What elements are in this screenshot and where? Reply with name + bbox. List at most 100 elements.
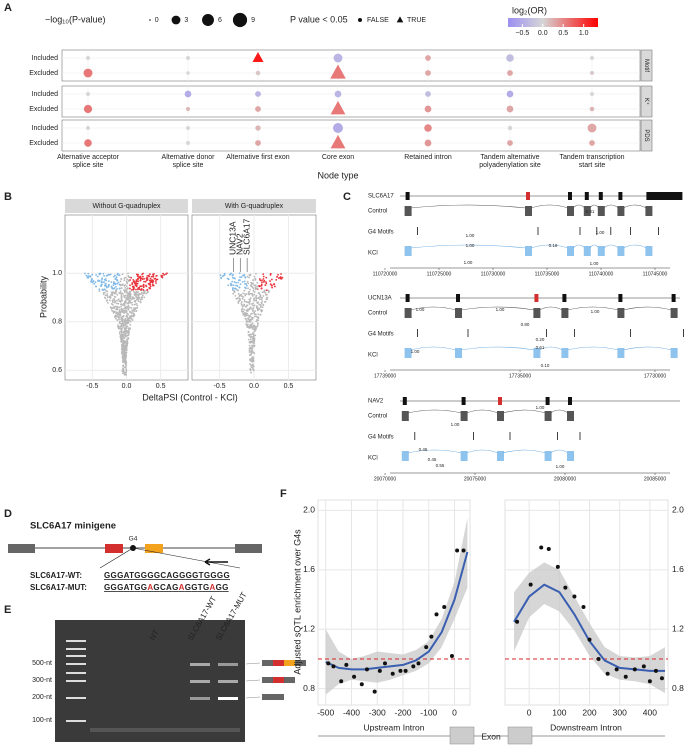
cloud-point bbox=[261, 279, 263, 282]
cloud-point bbox=[254, 286, 257, 289]
point bbox=[425, 91, 431, 97]
cloud-point bbox=[103, 278, 106, 281]
point-cloud bbox=[219, 272, 284, 374]
junction-label: 1.00 bbox=[591, 309, 600, 314]
facet-panel bbox=[61, 85, 641, 118]
ladder-label: 300-nt bbox=[32, 677, 52, 684]
coverage-kcl bbox=[455, 348, 462, 358]
point bbox=[411, 664, 416, 669]
junction-arc bbox=[567, 346, 619, 351]
cloud-point bbox=[249, 274, 252, 277]
cloud-point bbox=[152, 273, 155, 275]
point bbox=[647, 679, 652, 684]
coverage-kcl bbox=[404, 348, 412, 358]
x-tick-label: 0.0 bbox=[249, 383, 259, 390]
junction-label: 1.00 bbox=[590, 261, 599, 266]
legend-title: log₂(OR) bbox=[512, 5, 547, 15]
point bbox=[255, 70, 261, 76]
cloud-point bbox=[108, 273, 111, 276]
point bbox=[590, 71, 594, 75]
cloud-point bbox=[265, 289, 268, 292]
cloud-point bbox=[130, 307, 133, 309]
x-category-label: Tandem transcription bbox=[560, 154, 625, 161]
point bbox=[581, 604, 586, 609]
cloud-point bbox=[128, 317, 131, 320]
point bbox=[449, 653, 454, 658]
isoform-segment bbox=[284, 660, 295, 666]
x-tick-label: -0.5 bbox=[86, 383, 98, 390]
base: G bbox=[186, 571, 193, 580]
coverage-control bbox=[455, 308, 462, 318]
point bbox=[605, 671, 610, 676]
coverage-control bbox=[401, 411, 409, 421]
track-label: KCl bbox=[368, 353, 378, 359]
cloud-point bbox=[242, 292, 244, 295]
point bbox=[255, 125, 261, 131]
cloud-point bbox=[251, 286, 254, 288]
cloud-point bbox=[261, 296, 264, 299]
cloud-point bbox=[255, 320, 258, 323]
cloud-point bbox=[237, 296, 240, 299]
cloud-point bbox=[244, 294, 247, 297]
cloud-point bbox=[256, 285, 259, 288]
junction-label: 1.00 bbox=[536, 405, 545, 410]
cloud-point bbox=[146, 289, 148, 292]
axis-tick-label: 110735000 bbox=[535, 271, 560, 277]
base: G bbox=[172, 583, 179, 592]
point bbox=[424, 105, 432, 113]
cloud-point bbox=[233, 287, 236, 290]
cloud-point bbox=[146, 278, 148, 281]
cloud-point bbox=[223, 272, 226, 275]
cloud-point bbox=[125, 280, 128, 283]
isoform-segment bbox=[273, 677, 284, 683]
cloud-point bbox=[137, 280, 140, 283]
cloud-point bbox=[134, 299, 137, 302]
gel bbox=[55, 620, 245, 742]
cloud-point bbox=[148, 283, 151, 286]
coverage-control bbox=[525, 206, 532, 216]
cloud-point bbox=[253, 293, 256, 296]
point bbox=[331, 664, 336, 669]
cloud-point bbox=[142, 286, 145, 289]
cloud-point bbox=[252, 359, 255, 362]
ladder-band bbox=[66, 648, 86, 650]
point bbox=[506, 54, 514, 62]
cloud-point bbox=[240, 301, 243, 303]
cloud-point bbox=[119, 284, 122, 287]
coverage-control bbox=[404, 308, 412, 318]
cloud-point bbox=[129, 292, 132, 295]
cloud-point bbox=[248, 349, 251, 352]
cloud-point bbox=[120, 335, 123, 337]
cloud-point bbox=[119, 292, 122, 294]
cloud-point bbox=[248, 344, 251, 347]
coverage-kcl bbox=[401, 451, 409, 461]
point bbox=[425, 55, 431, 61]
cloud-point bbox=[114, 315, 117, 317]
junction-label: 0.81 bbox=[586, 209, 595, 214]
point bbox=[86, 126, 90, 130]
annotation: UNC13A bbox=[228, 221, 238, 255]
ladder-label: 200-nt bbox=[32, 694, 52, 701]
legend-title: P value < 0.05 bbox=[290, 14, 348, 24]
cloud-point bbox=[245, 323, 248, 326]
cloud-point bbox=[240, 293, 243, 296]
cloud-point bbox=[255, 294, 258, 297]
point bbox=[344, 662, 349, 667]
cloud-point bbox=[243, 308, 246, 311]
isoform-segment bbox=[284, 677, 295, 683]
track-label: G4 Motifs bbox=[368, 332, 394, 338]
cloud-point bbox=[143, 296, 146, 299]
cloud-point bbox=[126, 278, 129, 281]
axis-tick-label: 110725000 bbox=[427, 271, 452, 277]
cloud-point bbox=[246, 308, 249, 311]
cloud-point bbox=[111, 292, 114, 295]
junction-arc bbox=[550, 409, 569, 414]
x-tick-label: 0.5 bbox=[284, 383, 294, 390]
exon bbox=[405, 192, 410, 200]
coverage-control bbox=[567, 206, 574, 216]
sequence-name: SLC6A17-MUT: bbox=[30, 583, 87, 592]
cloud-point bbox=[149, 277, 152, 280]
exon bbox=[534, 294, 539, 302]
cloud-point bbox=[249, 319, 251, 321]
y-tick-label: 2.0 bbox=[303, 505, 315, 515]
